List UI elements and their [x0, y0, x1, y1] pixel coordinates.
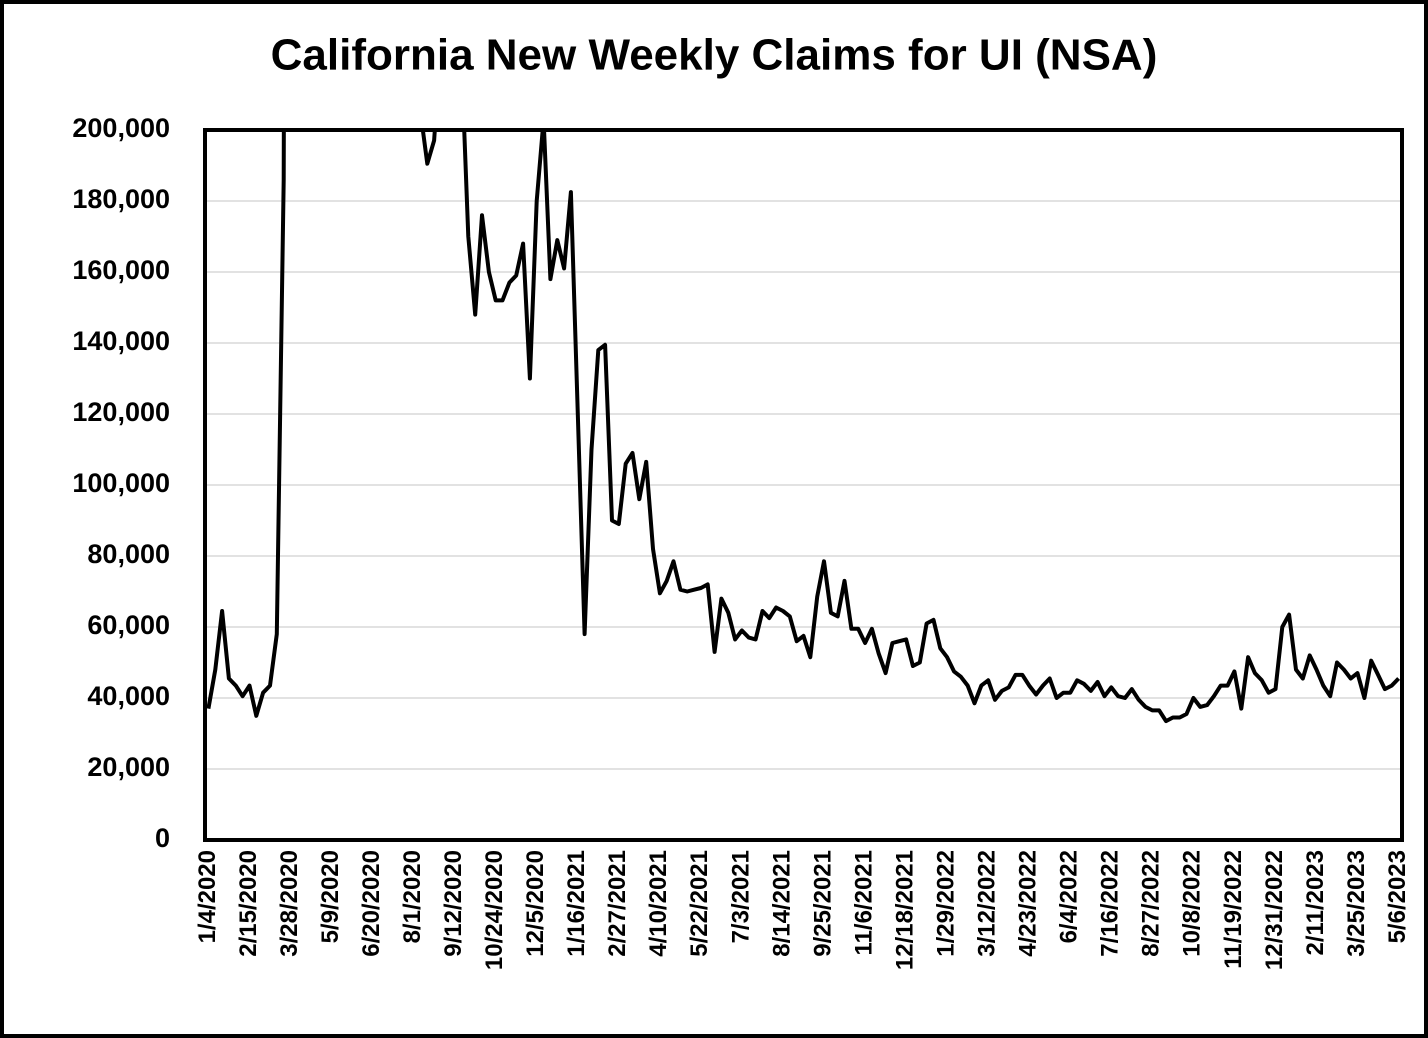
x-tick-label: 8/14/2021 — [768, 850, 795, 957]
x-tick-label: 11/19/2022 — [1220, 850, 1247, 969]
x-tick-label: 6/20/2020 — [358, 850, 385, 957]
y-tick-label: 40,000 — [87, 681, 170, 711]
y-tick-label: 80,000 — [87, 539, 170, 569]
x-tick-label: 9/12/2020 — [440, 850, 467, 957]
x-tick-label: 7/16/2022 — [1097, 850, 1124, 957]
x-tick-label: 10/8/2022 — [1179, 850, 1206, 957]
x-tick-label: 4/10/2021 — [645, 850, 672, 957]
y-tick-label: 120,000 — [72, 397, 170, 427]
x-tick-label: 12/18/2021 — [891, 850, 918, 970]
x-tick-label: 5/6/2023 — [1384, 850, 1411, 943]
x-tick-label: 12/5/2020 — [522, 850, 549, 957]
x-tick-label: 5/9/2020 — [317, 850, 344, 943]
x-tick-label: 3/12/2022 — [974, 850, 1001, 957]
x-tick-label: 3/25/2023 — [1343, 850, 1370, 957]
x-tick-label: 11/6/2021 — [850, 850, 877, 955]
y-tick-label: 100,000 — [72, 468, 170, 498]
y-tick-label: 20,000 — [87, 752, 170, 782]
x-tick-label: 6/4/2022 — [1056, 850, 1083, 943]
x-tick-label: 1/29/2022 — [932, 850, 959, 957]
x-tick-label: 2/15/2020 — [235, 850, 262, 957]
y-tick-label: 160,000 — [72, 255, 170, 285]
chart-title: California New Weekly Claims for UI (NSA… — [271, 31, 1158, 80]
y-tick-label: 60,000 — [87, 610, 170, 640]
x-tick-label: 2/11/2023 — [1302, 850, 1329, 955]
y-tick-label: 0 — [155, 823, 170, 853]
plot-frame — [203, 128, 1404, 842]
y-tick-label: 200,000 — [72, 113, 170, 143]
x-tick-label: 8/27/2022 — [1138, 850, 1165, 957]
x-tick-label: 8/1/2020 — [399, 850, 426, 943]
x-tick-label: 2/27/2021 — [604, 850, 631, 957]
x-tick-label: 12/31/2022 — [1261, 850, 1288, 970]
x-tick-label: 1/4/2020 — [194, 850, 221, 943]
x-tick-label: 10/24/2020 — [481, 850, 508, 970]
data-line — [206, 130, 1401, 724]
x-tick-label: 3/28/2020 — [276, 850, 303, 957]
y-tick-label: 140,000 — [72, 326, 170, 356]
y-tick-label: 180,000 — [72, 184, 170, 214]
x-tick-label: 9/25/2021 — [809, 850, 836, 957]
x-tick-label: 4/23/2022 — [1015, 850, 1042, 957]
x-tick-label: 5/22/2021 — [686, 850, 713, 957]
x-tick-label: 7/3/2021 — [727, 850, 754, 943]
x-tick-label: 1/16/2021 — [563, 850, 590, 957]
